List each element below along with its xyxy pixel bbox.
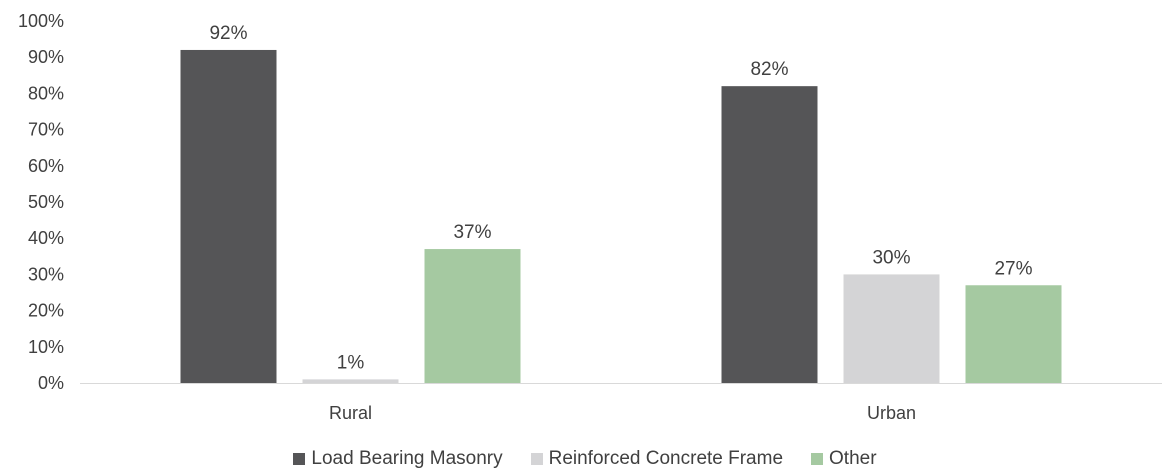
legend-swatch bbox=[293, 453, 306, 465]
category-labels: Rural Urban bbox=[329, 403, 916, 423]
bar-chart: 0% 10% 20% 30% 40% 50% 60% 70% 80% 90% 100% 92% 1% 3… bbox=[18, 11, 1162, 423]
data-label: 92% bbox=[209, 23, 247, 44]
y-tick-label: 60% bbox=[28, 156, 64, 176]
legend-label: Reinforced Concrete Frame bbox=[548, 448, 784, 469]
y-tick-label: 30% bbox=[28, 264, 64, 284]
legend-label: Other bbox=[829, 448, 877, 469]
legend-item: Load Bearing Masonry bbox=[293, 448, 503, 470]
bar bbox=[965, 285, 1062, 383]
y-axis-ticks: 0% 10% 20% 30% 40% 50% 60% 70% 80% 90% 100% bbox=[18, 11, 64, 393]
data-label: 82% bbox=[750, 59, 788, 80]
y-tick-label: 90% bbox=[28, 47, 64, 67]
legend: Load Bearing Masonry Reinforced Concrete … bbox=[0, 446, 1170, 472]
legend-swatch bbox=[530, 453, 543, 465]
data-label: 1% bbox=[337, 352, 365, 373]
y-tick-label: 0% bbox=[38, 373, 64, 393]
category-label: Rural bbox=[329, 403, 372, 423]
data-label: 30% bbox=[872, 247, 910, 268]
legend-swatch bbox=[811, 453, 824, 465]
data-label: 37% bbox=[453, 222, 491, 243]
y-tick-label: 50% bbox=[28, 192, 64, 212]
legend-item: Other bbox=[811, 448, 877, 470]
bar bbox=[424, 249, 521, 383]
legend-label: Load Bearing Masonry bbox=[311, 448, 503, 469]
bar bbox=[843, 274, 940, 383]
bar bbox=[180, 49, 277, 384]
y-tick-label: 80% bbox=[28, 83, 64, 103]
bar bbox=[721, 86, 818, 383]
legend-item: Reinforced Concrete Frame bbox=[530, 448, 784, 470]
category-label: Urban bbox=[867, 403, 916, 423]
data-labels: 92% 1% 37% 82% 30% 27% bbox=[209, 23, 1032, 373]
y-tick-label: 10% bbox=[28, 337, 64, 357]
y-tick-label: 100% bbox=[18, 11, 64, 31]
bar bbox=[302, 379, 399, 383]
data-label: 27% bbox=[994, 258, 1032, 279]
y-tick-label: 70% bbox=[28, 120, 64, 140]
y-tick-label: 40% bbox=[28, 228, 64, 248]
bars bbox=[180, 49, 1062, 384]
y-tick-label: 20% bbox=[28, 301, 64, 321]
